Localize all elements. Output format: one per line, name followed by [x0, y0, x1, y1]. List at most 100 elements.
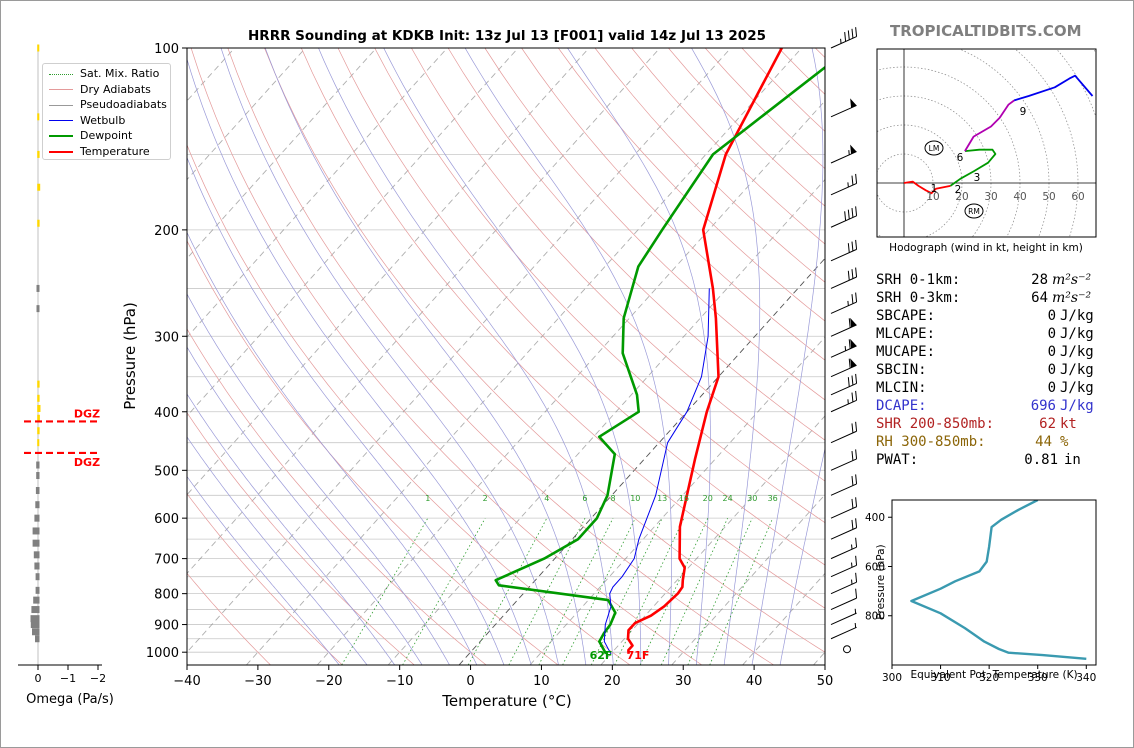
stat-value: 0 — [1047, 326, 1056, 342]
legend-label: Dewpoint — [80, 129, 133, 142]
legend-item: Dewpoint — [49, 129, 132, 143]
omega-bar — [35, 487, 40, 495]
barb-shaft — [830, 276, 857, 289]
stat-row: DCAPE: 696 J/kg — [876, 397, 1096, 415]
barb-shaft — [830, 364, 857, 378]
barb-shaft — [830, 345, 857, 358]
mixing-ratio-label: 6 — [582, 494, 587, 503]
isotherm-line — [187, 48, 448, 338]
omega-bar — [30, 615, 40, 623]
stat-unit: J/kg — [1060, 380, 1094, 396]
barb-full — [851, 175, 854, 186]
theta-e-panel: 300 310 320 330 340 400 600 800 Equivalent Pot. … — [865, 499, 1097, 684]
omega-bar — [36, 305, 40, 313]
mixing-ratio-label: 8 — [610, 494, 615, 503]
isotherm-line — [246, 48, 803, 665]
stat-label: PWAT: — [876, 452, 919, 468]
stat-label: MLCIN: — [876, 380, 927, 396]
mixing-ratio-line — [639, 518, 709, 665]
wetbulb-profile-line — [603, 288, 710, 655]
omega-bar — [37, 44, 40, 52]
y-tick-label: 900 — [154, 619, 179, 634]
hodograph-ring-label: 40 — [1013, 191, 1026, 203]
dry-adiabat-line — [447, 48, 825, 441]
omega-bar — [32, 539, 40, 547]
y-tick-label: 400 — [154, 406, 179, 421]
isotherm-line — [187, 48, 732, 653]
theta-e-y-label: Pressure (hPa) — [875, 544, 887, 619]
hodograph-height-label: 2 — [955, 184, 962, 196]
omega-bar — [37, 183, 41, 191]
pseudoadiabat-line — [220, 48, 559, 665]
hodograph-height-label: 9 — [1020, 106, 1027, 118]
omega-bar — [35, 573, 40, 581]
skewt-plot-border — [186, 47, 826, 666]
y-tick-label: 500 — [154, 464, 179, 479]
omega-bar — [37, 427, 40, 435]
legend-swatch — [49, 89, 73, 90]
sounding-stats-panel: SRH 0-1km: 28 m²s⁻² SRH 0-3km: 64 m²s⁻² SBCAPE… — [876, 271, 1096, 469]
dry-adiabat-line — [187, 493, 343, 665]
theta-e-line — [910, 500, 1087, 660]
barb-shaft — [830, 430, 857, 444]
stat-value: 0 — [1047, 380, 1056, 396]
barb-shaft — [830, 581, 857, 595]
wind-barb — [830, 537, 858, 560]
legend-label: Dry Adiabats — [80, 82, 151, 96]
barb-full — [847, 243, 850, 253]
omega-tick-label: 0 — [35, 672, 42, 685]
hodograph-panel: 10 20 30 40 50 60 1 236 9 LM RM Hodograph (wind in … — [876, 48, 1097, 254]
y-tick-label: 100 — [154, 42, 179, 57]
barb-shaft — [830, 324, 857, 337]
mixing-ratio-line — [538, 518, 614, 665]
barb-shaft — [830, 612, 857, 626]
omega-bar — [35, 586, 40, 594]
isotherm-line — [187, 48, 306, 181]
x-tick-label: 30 — [675, 674, 692, 689]
mixing-ratio-label: 2 — [483, 494, 488, 503]
mixing-ratio-line — [660, 518, 728, 665]
dry-adiabat-line — [558, 48, 825, 322]
stat-label: SBCIN: — [876, 362, 927, 378]
legend-item: Sat. Mix. Ratio — [49, 67, 159, 81]
x-tick-label: 20 — [604, 674, 621, 689]
barb-full — [851, 498, 854, 509]
barb-full — [848, 358, 851, 369]
y-tick-label: 200 — [154, 224, 179, 239]
wind-barb — [830, 358, 857, 378]
isotherm-line — [316, 100, 825, 665]
stat-label: MLCAPE: — [876, 326, 936, 342]
stat-value: 0 — [1047, 362, 1056, 378]
omega-bar — [35, 635, 40, 643]
barb-full — [855, 373, 858, 384]
surface-dewpoint-label: 62F — [590, 649, 613, 662]
barb-full — [855, 173, 858, 184]
barb-shaft — [830, 382, 857, 396]
barb-shaft — [830, 483, 857, 496]
hodograph-caption: Hodograph (wind in kt, height in km) — [889, 242, 1083, 254]
omega-bar — [35, 501, 40, 509]
pseudoadiabat-line — [187, 231, 478, 665]
x-axis-label: Temperature (°C) — [441, 692, 571, 710]
dry-adiabat-line — [187, 328, 487, 665]
stat-row: SHR 200-850mb: 62 kt — [876, 415, 1096, 433]
barb-full — [855, 449, 858, 459]
barb-full — [851, 241, 854, 252]
barb-full — [855, 588, 858, 599]
omega-axis-label: Omega (Pa/s) — [26, 692, 114, 707]
mixing-ratio-line — [562, 518, 636, 665]
barb-full — [855, 537, 858, 548]
pseudoadiabat-line — [318, 48, 614, 665]
barb-full — [848, 318, 851, 328]
dry-adiabat-line — [187, 412, 415, 665]
barb-full — [844, 31, 847, 42]
stat-value: 64 — [1031, 290, 1048, 306]
skewt-background-lines — [187, 48, 825, 665]
hodograph-segment — [1013, 74, 1094, 102]
y-tick-label: 1000 — [146, 646, 179, 661]
theta-e-x-tick-label: 320 — [979, 672, 999, 684]
stat-unit: J/kg — [1060, 344, 1094, 360]
wind-barb — [830, 572, 858, 595]
barb-pennant — [850, 338, 857, 349]
